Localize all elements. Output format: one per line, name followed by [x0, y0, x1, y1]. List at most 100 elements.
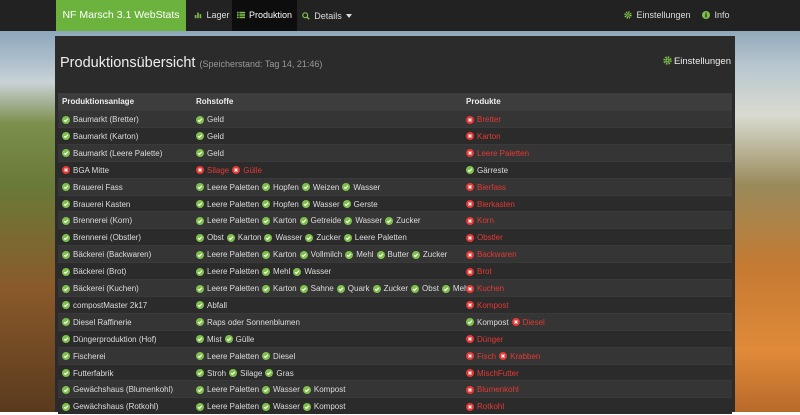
status-icon	[196, 216, 204, 225]
status-icon	[466, 132, 474, 141]
nav-text: Lager	[206, 10, 230, 20]
cell-name: Gewächshaus (Blumenkohl)	[62, 381, 173, 398]
nav-item-right[interactable]: Info	[698, 0, 734, 31]
column-header: Rohstoffe	[196, 97, 234, 106]
cell-name: Düngerproduktion (Hof)	[62, 331, 157, 348]
nav-text: Produktion	[248, 10, 293, 20]
gear-icon	[663, 56, 672, 65]
status-icon	[196, 301, 204, 310]
cell-outputs: Bierfass	[466, 179, 509, 196]
item: Zucker	[385, 216, 421, 225]
item-label: Krabben	[510, 351, 541, 361]
status-icon	[411, 284, 420, 293]
cell-name: compostMaster 2k17	[62, 297, 147, 314]
item-label: Quark	[347, 284, 370, 293]
plant-name: Brennerei (Obstler)	[73, 233, 142, 243]
plant-name: Baumarkt (Bretter)	[73, 115, 139, 124]
item: Sahne	[299, 284, 334, 293]
nav-item-right[interactable]: Einstellungen	[620, 0, 695, 31]
status-icon	[62, 335, 70, 344]
status-icon	[262, 402, 271, 411]
item-label: Bretter	[477, 115, 502, 124]
item: Raps oder Sonnenblumen	[196, 318, 300, 327]
status-icon	[293, 267, 302, 276]
status-icon	[385, 216, 394, 225]
item-label: Kuchen	[477, 284, 505, 293]
item-label: Wasser	[353, 182, 381, 192]
cell-inputs: Mist Gülle	[196, 331, 257, 348]
item-label: Dünger	[477, 334, 504, 344]
item-label: Obst	[207, 233, 224, 243]
cell-outputs: MischFutter	[466, 365, 522, 382]
status-icon	[62, 385, 70, 394]
item-label: Leere Paletten	[207, 385, 260, 395]
cell-outputs: Brot	[466, 263, 495, 280]
status-icon	[466, 200, 474, 208]
cell-outputs: Leere Paletten	[466, 145, 532, 162]
table-row: Brauerei Fass Leere Paletten Hopfen Weizen W…	[58, 177, 732, 196]
item-label: Bierfass	[477, 182, 506, 192]
item-label: Silage	[240, 368, 263, 378]
nav-item[interactable]: Lager	[193, 0, 231, 31]
status-icon	[196, 352, 204, 361]
item: Geld	[196, 132, 224, 141]
item-label: Leere Paletten	[207, 351, 260, 361]
item-label: Butter	[387, 250, 409, 260]
table-row: Brauerei Kasten Leere Paletten Hopfen Wasse…	[58, 194, 732, 212]
cell-outputs: Fisch Krabben	[466, 348, 543, 365]
item: MischFutter	[466, 369, 519, 378]
nav-item[interactable]: Produktion	[232, 0, 297, 31]
background-right	[735, 0, 800, 412]
cell-outputs: Rotkohl	[466, 398, 507, 415]
status-icon	[196, 318, 204, 327]
item-label: Silage	[207, 165, 230, 175]
cell-name: Bäckerei (Brot)	[62, 263, 126, 280]
item-label: Wasser	[273, 385, 300, 395]
item-label: Mehl	[356, 250, 374, 260]
item: Mehl	[262, 267, 290, 276]
table-row: Brennerei (Obstler) Obst Karton Wasser Zucke…	[58, 228, 732, 246]
cell-inputs: Obst Karton Wasser Zucker Leere Paletten	[196, 229, 410, 246]
item-label: Mehl	[273, 267, 291, 277]
status-icon	[299, 216, 308, 225]
item: Kompost	[302, 402, 345, 411]
item: Weizen	[301, 183, 339, 192]
status-icon	[196, 115, 204, 124]
status-icon	[262, 183, 271, 192]
item-label: Leere Paletten	[477, 148, 530, 158]
item-label: Kompost	[477, 317, 509, 327]
item-label: Korn	[477, 216, 494, 226]
cell-inputs: Leere Paletten Karton Sahne Quark Zucker Obst…	[196, 280, 473, 297]
item-label: Karton	[273, 250, 297, 260]
cell-outputs: Kompost Diesel	[466, 314, 548, 331]
status-icon	[466, 115, 474, 124]
status-icon	[224, 335, 233, 344]
title: Produktionsübersicht	[60, 55, 196, 71]
item: Geld	[196, 115, 224, 124]
table-row: Baumarkt (Bretter) Geld Bretter	[58, 110, 732, 127]
status-icon	[299, 284, 308, 293]
status-icon	[301, 200, 310, 208]
status-icon	[342, 183, 351, 192]
nav-item[interactable]: Details	[299, 0, 355, 31]
item-label: Sahne	[310, 284, 334, 293]
status-icon	[345, 250, 354, 259]
item: Kompost	[466, 301, 509, 310]
item-label: Backwaren	[477, 250, 517, 260]
cell-inputs: Stroh Silage Gras	[196, 365, 297, 382]
status-icon	[62, 166, 70, 175]
subtitle: (Speicherstand: Tag 14, 21:46)	[199, 59, 323, 69]
table-row: Brennerei (Korn) Leere Paletten Karton Getr…	[58, 211, 732, 229]
item-label: Geld	[207, 148, 224, 158]
item-label: Leere Paletten	[207, 267, 260, 277]
status-icon	[262, 352, 271, 361]
column-header: Produktionsanlage	[62, 97, 135, 106]
item: Mehl	[441, 284, 470, 293]
item: Leere Paletten	[196, 402, 259, 411]
page-title: Produktionsübersicht (Speicherstand: Tag…	[60, 55, 322, 71]
settings-link[interactable]: Einstellungen	[663, 56, 731, 67]
brand[interactable]: NF Marsch 3.1 WebStats	[56, 0, 186, 31]
status-icon	[376, 250, 385, 259]
item: Wasser	[293, 267, 331, 276]
item-label: Hopfen	[273, 199, 299, 209]
